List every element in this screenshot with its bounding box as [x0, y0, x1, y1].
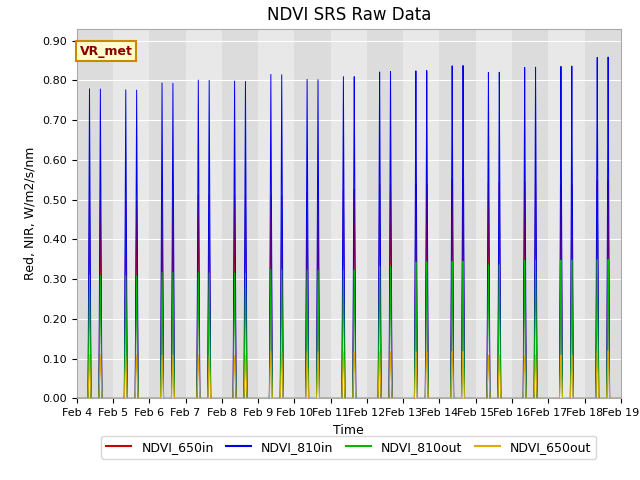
Bar	[186, 29, 222, 398]
Bar	[476, 29, 512, 398]
Bar	[548, 29, 584, 398]
Title: NDVI SRS Raw Data: NDVI SRS Raw Data	[267, 6, 431, 24]
Bar	[113, 29, 149, 398]
Bar	[331, 29, 367, 398]
X-axis label: Time: Time	[333, 424, 364, 437]
Bar	[258, 29, 294, 398]
Legend: NDVI_650in, NDVI_810in, NDVI_810out, NDVI_650out: NDVI_650in, NDVI_810in, NDVI_810out, NDV…	[101, 436, 596, 459]
Text: VR_met: VR_met	[79, 45, 132, 58]
Y-axis label: Red, NIR, W/m2/s/nm: Red, NIR, W/m2/s/nm	[24, 147, 36, 280]
Bar	[403, 29, 440, 398]
